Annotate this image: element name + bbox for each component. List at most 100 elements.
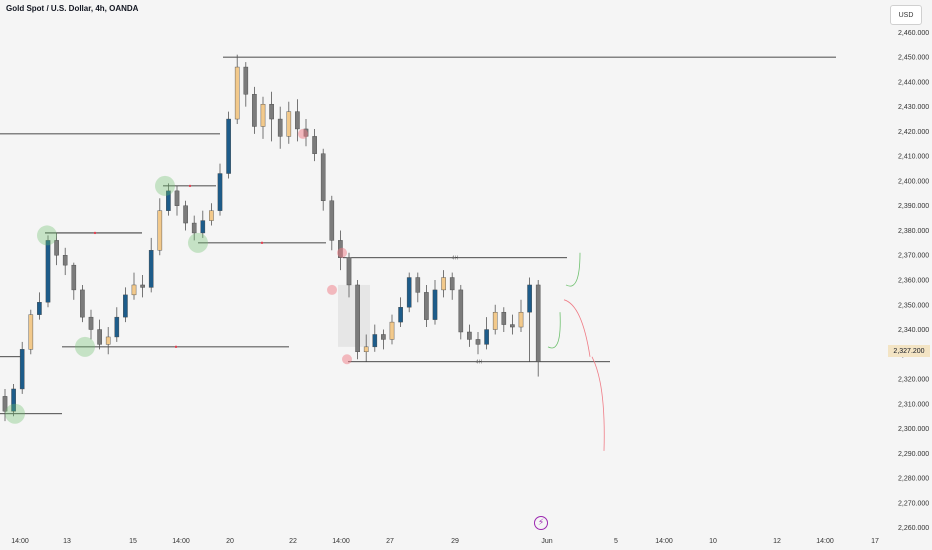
- lightning-bolt-icon[interactable]: ⚡: [534, 516, 548, 530]
- candle-body: [62, 255, 68, 266]
- projection-up: [565, 252, 581, 287]
- candle-body: [424, 292, 429, 320]
- projection-up: [547, 312, 561, 349]
- x-tick-label: 14:00: [816, 538, 834, 545]
- candle-body: [346, 257, 352, 286]
- candle-body: [527, 284, 532, 313]
- y-tick-label: 2,440.000: [898, 79, 929, 86]
- swing-marker-green: [75, 336, 95, 357]
- supply-zone: [338, 284, 370, 347]
- candle-body: [11, 388, 16, 412]
- candle-body: [467, 331, 472, 340]
- candle-body: [19, 349, 25, 390]
- candle-body: [200, 220, 206, 234]
- candle-body: [71, 264, 77, 291]
- x-tick-label: 10: [709, 538, 717, 545]
- candle-body: [252, 94, 257, 127]
- y-tick-label: 2,270.000: [898, 500, 929, 507]
- swing-marker-red: [342, 354, 352, 365]
- swing-marker-green: [188, 232, 208, 253]
- candle-body: [415, 277, 421, 293]
- candle-body: [234, 66, 240, 120]
- swing-marker-green: [5, 403, 25, 424]
- candle-body: [88, 316, 94, 330]
- x-tick-label: 17: [871, 538, 879, 545]
- y-tick-label: 2,380.000: [898, 228, 929, 235]
- candle-body: [484, 329, 489, 345]
- y-tick-label: 2,290.000: [898, 451, 929, 458]
- x-tick-label: 12: [773, 538, 781, 545]
- y-tick-label: 2,390.000: [898, 203, 929, 210]
- y-tick-label: 2,450.000: [898, 55, 929, 62]
- x-tick-label: 5: [614, 538, 618, 545]
- candle-body: [518, 311, 524, 328]
- y-tick-label: 2,310.000: [898, 401, 929, 408]
- candle-body: [510, 324, 515, 328]
- candle-body: [37, 302, 42, 315]
- candle-body: [329, 200, 335, 241]
- candle-body: [458, 289, 464, 333]
- candle-body: [320, 153, 326, 201]
- candle-body: [501, 311, 507, 325]
- candle-body: [123, 294, 128, 318]
- candle-body: [157, 210, 163, 251]
- candle-body: [381, 334, 386, 340]
- candle-body: [363, 346, 369, 353]
- level-marker: [174, 345, 178, 349]
- candle-body: [148, 250, 154, 288]
- swing-marker-green: [37, 225, 57, 246]
- candle-body: [432, 289, 438, 320]
- level-label: 4H: [452, 256, 459, 262]
- candle-body: [475, 339, 481, 345]
- candle-body: [535, 284, 541, 362]
- candle-body: [441, 277, 446, 291]
- x-tick-label: 15: [129, 538, 137, 545]
- x-tick-label: 14:00: [332, 538, 350, 545]
- y-tick-label: 2,370.000: [898, 253, 929, 260]
- y-tick-label: 2,400.000: [898, 178, 929, 185]
- y-tick-label: 2,260.000: [898, 525, 929, 532]
- chart-title: Gold Spot / U.S. Dollar, 4h, OANDA: [6, 4, 139, 13]
- candle-body: [114, 316, 120, 338]
- x-tick-label: 20: [226, 538, 234, 545]
- x-tick-label: 27: [386, 538, 394, 545]
- x-tick-label: 13: [63, 538, 71, 545]
- y-tick-label: 2,460.000: [898, 30, 929, 37]
- y-tick-label: 2,320.000: [898, 377, 929, 384]
- candle-body: [183, 205, 188, 224]
- candle-body: [166, 190, 171, 211]
- candle-body: [131, 284, 137, 296]
- projection-down: [591, 356, 605, 451]
- x-tick-label: 14:00: [11, 538, 29, 545]
- candle-body: [2, 396, 8, 412]
- candle-body: [97, 329, 102, 345]
- candle-body: [389, 321, 395, 340]
- swing-marker-red: [327, 284, 337, 295]
- candle-body: [45, 240, 51, 303]
- currency-button[interactable]: USD: [890, 5, 922, 25]
- candle-body: [243, 66, 249, 95]
- candle-body: [226, 118, 231, 174]
- swing-marker-red: [337, 247, 347, 258]
- x-tick-label: 14:00: [655, 538, 673, 545]
- candle-body: [209, 210, 214, 221]
- candle-body: [217, 173, 223, 211]
- candle-body: [312, 136, 317, 154]
- y-tick-label: 2,420.000: [898, 129, 929, 136]
- x-tick-label: 29: [451, 538, 459, 545]
- candle-body: [269, 103, 274, 120]
- y-tick-label: 2,280.000: [898, 476, 929, 483]
- x-tick-label: Jun: [541, 538, 552, 545]
- x-tick-label: 14:00: [172, 538, 190, 545]
- swing-marker-green: [155, 175, 175, 196]
- candle-body: [80, 289, 85, 318]
- candle-body: [191, 222, 197, 234]
- candle-body: [372, 334, 378, 348]
- y-tick-label: 2,360.000: [898, 278, 929, 285]
- projection-down: [563, 299, 591, 357]
- last-price-tag: 2,327.200: [888, 345, 930, 357]
- candle-body: [28, 314, 34, 350]
- level-marker: [93, 231, 97, 235]
- y-tick-label: 2,410.000: [898, 154, 929, 161]
